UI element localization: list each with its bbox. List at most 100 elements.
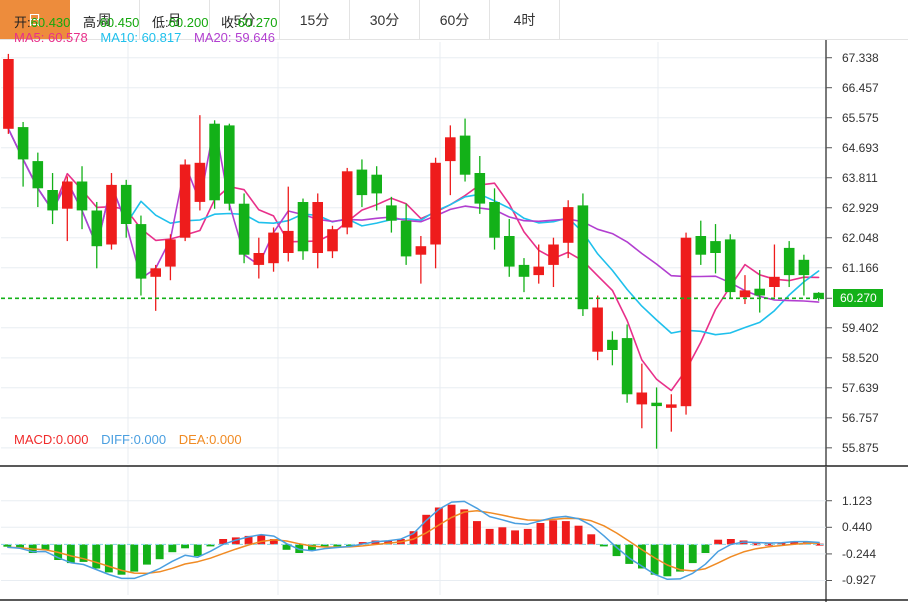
period-tab-3[interactable]: 5分 [210,0,280,39]
macd-bar [422,514,431,545]
candle [518,258,530,293]
macd-bar [104,544,113,573]
candle [548,237,559,288]
period-tab-6[interactable]: 60分 [420,0,490,39]
macd-bar [625,544,634,564]
candle [341,167,353,235]
candle [754,270,765,313]
candle-body [489,202,500,238]
candle-body [710,241,721,253]
candle [592,295,603,361]
candle-body [47,190,58,211]
candle-body [607,339,618,350]
candle-body [194,162,206,202]
candle-body [106,184,117,245]
candle [32,152,44,208]
candle-body [813,292,824,299]
candle-body [548,244,559,265]
period-tab-0[interactable]: 日 [0,0,70,39]
period-tab-4[interactable]: 15分 [280,0,350,39]
macd-bar [511,530,519,545]
candle-body [17,127,29,160]
dea-line [7,510,820,575]
macd-bar [3,544,12,547]
macd-bar [320,544,329,547]
period-tab-7[interactable]: 4时 [490,0,560,39]
period-tab-5[interactable]: 30分 [350,0,420,39]
candle [238,193,250,264]
macd-bar [168,544,177,553]
candle [415,235,427,284]
candle [636,363,648,429]
candle [209,120,220,209]
diff-line [7,500,820,581]
candle [120,179,132,238]
macd-bar [663,544,672,577]
macd-bar [587,534,596,545]
macd-bar [231,537,240,545]
candle [224,123,235,211]
candle-body [783,247,795,276]
candle [165,234,176,281]
macd-bar [701,544,710,553]
candle [504,218,515,277]
candle [621,324,633,403]
macd-bar [612,544,621,557]
macd-bar [206,544,215,547]
candle-body [577,205,589,310]
candle-body [621,338,633,395]
candle-body [445,137,456,162]
candle [783,241,795,288]
candle [268,227,279,272]
macd-bar [155,544,164,560]
macd-bar [676,544,684,572]
candle [739,275,751,305]
candle [76,166,88,230]
candle [813,292,824,301]
candle [695,220,707,265]
candle-body [268,232,279,264]
macd-bar [269,539,278,545]
candle-body [224,125,235,204]
candle [312,193,323,269]
candle [47,173,58,225]
candle-body [297,202,309,252]
macd-bar [66,544,75,564]
candle-body [76,181,88,211]
candle [179,159,191,242]
macd-bar [764,543,773,546]
candle [680,232,692,415]
macd-bar [308,544,316,551]
macd-bar [117,544,126,575]
chart-svg [0,40,908,602]
candle-body [430,162,441,245]
candle [710,224,721,274]
period-tab-2[interactable]: 月 [140,0,210,39]
candle-body [91,210,103,247]
macd-bar [473,521,481,545]
candle [106,173,117,250]
candle-body [356,169,368,196]
candle-body [798,259,810,276]
macd-bar [638,544,646,569]
chart-stage[interactable] [0,40,908,602]
candle-body [238,203,250,255]
candle [607,331,618,366]
candle-body [724,239,736,293]
period-tab-1[interactable]: 周 [70,0,140,39]
candle-body [120,184,132,224]
candle-body [3,59,14,129]
macd-bar [650,544,659,575]
candle-body [518,264,530,277]
candle [62,176,73,242]
candle [356,159,368,208]
macd-bar [282,544,291,550]
macd-bar [460,509,469,545]
candle-body [459,135,471,175]
candle [371,166,382,211]
candle [283,186,294,262]
macd-bar [574,525,583,545]
candle [562,200,574,259]
candle-body [179,164,191,238]
candle-body [150,268,161,277]
